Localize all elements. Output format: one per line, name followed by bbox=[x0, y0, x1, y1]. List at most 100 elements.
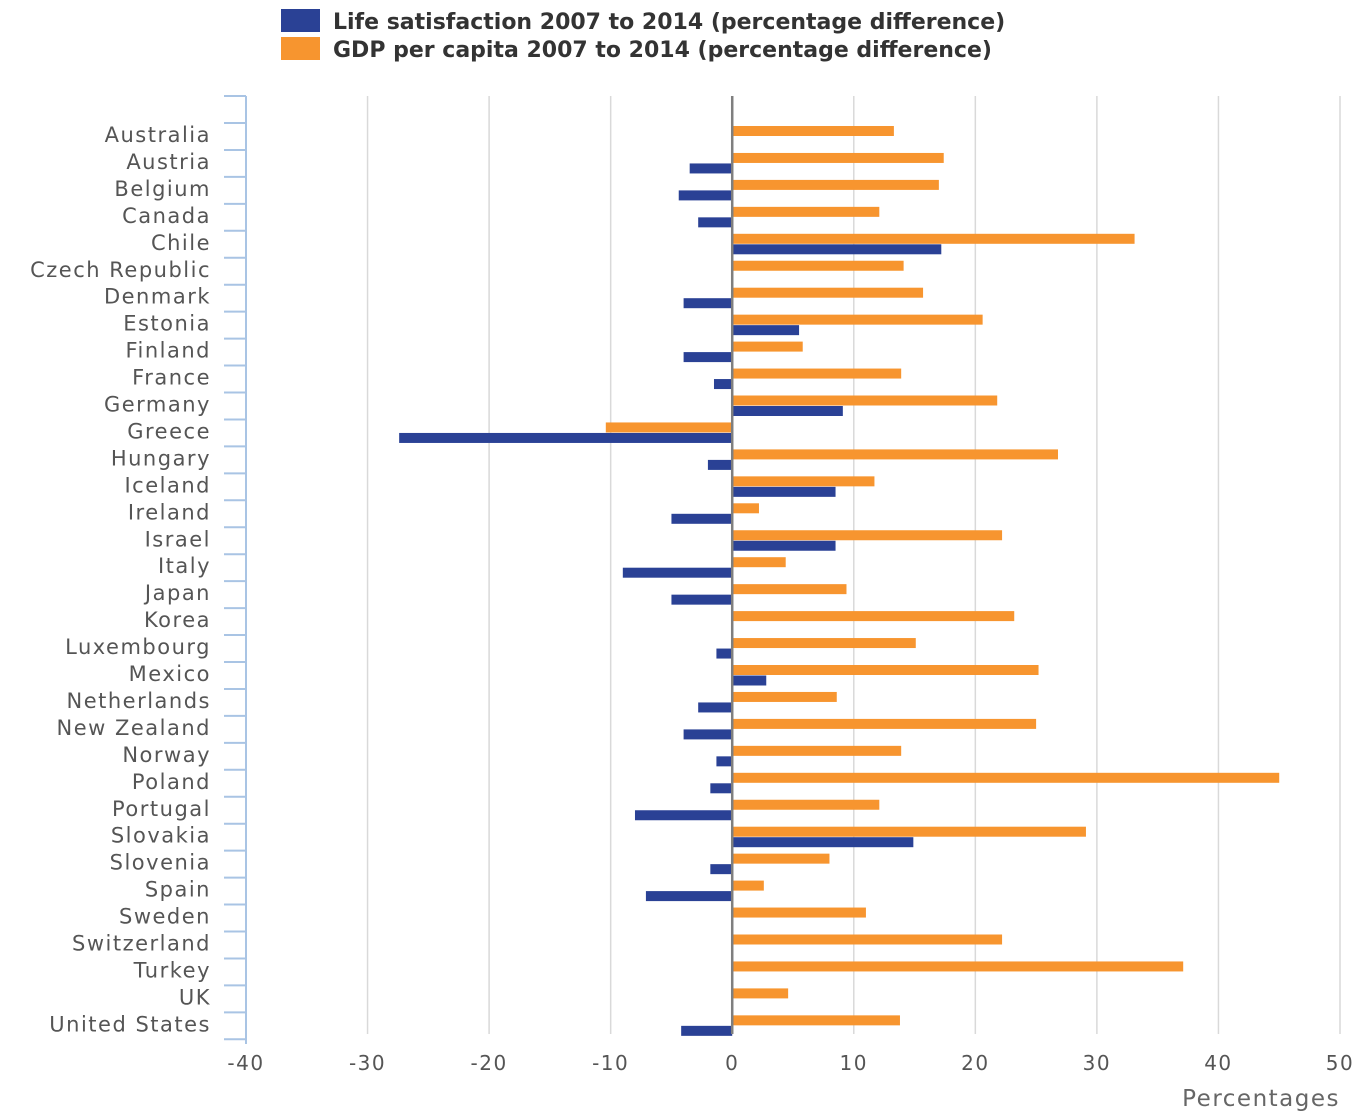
x-tick-label: 10 bbox=[840, 1051, 868, 1075]
bar-ireland-gdp-per-capita bbox=[732, 503, 759, 514]
bar-greece-life-satisfaction bbox=[399, 432, 733, 443]
bar-france-life-satisfaction bbox=[713, 379, 733, 390]
x-tick-label: -40 bbox=[227, 1051, 264, 1075]
axes: -40 -30 -20 -10 0 10 20 30 40 50 Australia Austria B… bbox=[30, 95, 1354, 1075]
bar-germany-life-satisfaction bbox=[732, 406, 843, 416]
category-label-new-zealand: New Zealand bbox=[57, 716, 212, 740]
category-label-mexico: Mexico bbox=[129, 662, 211, 686]
bar-uk-gdp-per-capita bbox=[732, 988, 789, 999]
bar-switzerland-gdp-per-capita bbox=[732, 934, 1003, 945]
bar-slovakia-life-satisfaction bbox=[732, 837, 914, 848]
bar-slovakia-gdp-per-capita bbox=[732, 826, 1086, 837]
bar-austria-gdp-per-capita bbox=[732, 152, 944, 163]
bar-finland-life-satisfaction bbox=[683, 352, 733, 363]
category-label-sweden: Sweden bbox=[119, 905, 211, 929]
bar-australia-gdp-per-capita bbox=[732, 126, 894, 136]
category-label-switzerland: Switzerland bbox=[72, 932, 211, 956]
category-label-korea: Korea bbox=[144, 608, 211, 632]
bar-japan-gdp-per-capita bbox=[732, 584, 847, 595]
bar-united-states-life-satisfaction bbox=[681, 1025, 733, 1036]
category-label-spain: Spain bbox=[145, 878, 211, 902]
bar-denmark-gdp-per-capita bbox=[732, 287, 924, 298]
category-label-estonia: Estonia bbox=[123, 312, 211, 336]
bar-new-zealand-gdp-per-capita bbox=[732, 718, 1037, 729]
bar-mexico-gdp-per-capita bbox=[732, 665, 1039, 675]
x-tick-label: -10 bbox=[592, 1051, 629, 1075]
category-label-luxembourg: Luxembourg bbox=[65, 635, 211, 659]
bar-luxembourg-gdp-per-capita bbox=[732, 638, 916, 649]
bar-united-states-gdp-per-capita bbox=[732, 1015, 900, 1026]
category-label-finland: Finland bbox=[125, 339, 211, 363]
x-tick-label: 20 bbox=[961, 1051, 989, 1075]
category-label-united-states: United States bbox=[49, 1012, 211, 1036]
category-label-germany: Germany bbox=[104, 393, 211, 417]
bar-france-gdp-per-capita bbox=[732, 368, 902, 379]
bar-israel-life-satisfaction bbox=[732, 540, 836, 551]
bar-finland-gdp-per-capita bbox=[732, 341, 803, 352]
bar-belgium-gdp-per-capita bbox=[732, 179, 939, 190]
bar-hungary-life-satisfaction bbox=[707, 459, 733, 470]
category-label-slovakia: Slovakia bbox=[111, 824, 211, 848]
bar-israel-gdp-per-capita bbox=[732, 530, 1003, 541]
legend: Life satisfaction 2007 to 2014 (percenta… bbox=[281, 9, 1005, 63]
x-tick-label: 40 bbox=[1204, 1051, 1232, 1075]
category-label-turkey: Turkey bbox=[133, 958, 211, 982]
category-label-hungary: Hungary bbox=[111, 446, 211, 470]
category-label-denmark: Denmark bbox=[104, 285, 211, 309]
bar-slovenia-gdp-per-capita bbox=[732, 853, 830, 864]
category-label-czech-republic: Czech Republic bbox=[30, 258, 211, 282]
category-label-belgium: Belgium bbox=[114, 177, 211, 201]
bar-mexico-life-satisfaction bbox=[732, 675, 767, 686]
legend-label-gdp-per-capita: GDP per capita 2007 to 2014 (percentage … bbox=[333, 38, 992, 63]
bar-italy-life-satisfaction bbox=[622, 567, 733, 578]
bar-norway-gdp-per-capita bbox=[732, 745, 902, 756]
bar-japan-life-satisfaction bbox=[671, 594, 733, 605]
bar-estonia-life-satisfaction bbox=[732, 325, 800, 336]
x-tick-label: 50 bbox=[1326, 1051, 1354, 1075]
bar-sweden-gdp-per-capita bbox=[732, 907, 866, 918]
bar-canada-gdp-per-capita bbox=[732, 206, 880, 217]
bar-poland-life-satisfaction bbox=[710, 783, 733, 794]
bar-italy-gdp-per-capita bbox=[732, 557, 786, 568]
bar-portugal-gdp-per-capita bbox=[732, 799, 880, 810]
bar-netherlands-gdp-per-capita bbox=[732, 691, 837, 702]
category-label-netherlands: Netherlands bbox=[66, 689, 211, 713]
bars bbox=[399, 126, 1280, 1036]
category-label-uk: UK bbox=[179, 985, 211, 1009]
bar-chile-gdp-per-capita bbox=[732, 233, 1135, 244]
bar-spain-gdp-per-capita bbox=[732, 880, 764, 891]
bar-portugal-life-satisfaction bbox=[634, 810, 733, 821]
bar-greece-gdp-per-capita bbox=[605, 422, 733, 433]
category-label-iceland: Iceland bbox=[124, 473, 211, 497]
category-label-poland: Poland bbox=[132, 770, 211, 794]
category-label-japan: Japan bbox=[143, 581, 211, 605]
bar-belgium-life-satisfaction bbox=[678, 190, 733, 201]
category-label-italy: Italy bbox=[158, 554, 211, 578]
category-label-norway: Norway bbox=[122, 743, 211, 767]
x-tick-label: 0 bbox=[725, 1051, 739, 1075]
bar-estonia-gdp-per-capita bbox=[732, 314, 983, 325]
bar-ireland-life-satisfaction bbox=[671, 513, 733, 524]
category-label-chile: Chile bbox=[151, 231, 211, 255]
legend-label-life-satisfaction: Life satisfaction 2007 to 2014 (percenta… bbox=[333, 10, 1005, 35]
bar-chile-life-satisfaction bbox=[732, 244, 942, 255]
bar-norway-life-satisfaction bbox=[716, 756, 733, 767]
category-label-israel: Israel bbox=[145, 527, 211, 551]
category-label-austria: Austria bbox=[126, 150, 211, 174]
bar-iceland-life-satisfaction bbox=[732, 486, 836, 497]
category-label-france: France bbox=[132, 366, 211, 390]
x-tick-label: -30 bbox=[349, 1051, 386, 1075]
legend-swatch-life-satisfaction bbox=[281, 9, 320, 32]
bar-austria-life-satisfaction bbox=[689, 163, 733, 174]
x-tick-label: -20 bbox=[471, 1051, 508, 1075]
bar-poland-gdp-per-capita bbox=[732, 772, 1280, 783]
category-label-ireland: Ireland bbox=[128, 500, 211, 524]
category-label-slovenia: Slovenia bbox=[110, 851, 211, 875]
bar-iceland-gdp-per-capita bbox=[732, 476, 875, 487]
bar-new-zealand-life-satisfaction bbox=[683, 729, 733, 740]
bar-germany-gdp-per-capita bbox=[732, 395, 998, 406]
bar-korea-gdp-per-capita bbox=[732, 611, 1015, 622]
bar-hungary-gdp-per-capita bbox=[732, 449, 1058, 460]
bar-canada-life-satisfaction bbox=[698, 217, 733, 228]
